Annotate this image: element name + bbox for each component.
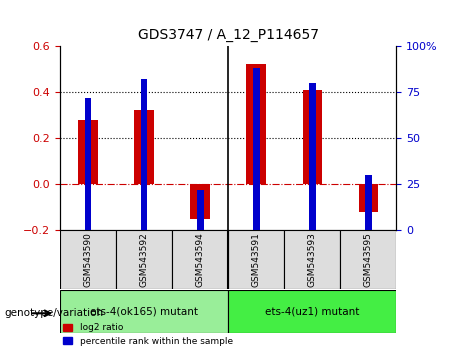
FancyBboxPatch shape bbox=[340, 230, 396, 289]
FancyBboxPatch shape bbox=[228, 230, 284, 289]
Title: GDS3747 / A_12_P114657: GDS3747 / A_12_P114657 bbox=[138, 28, 319, 42]
Text: GSM543595: GSM543595 bbox=[364, 232, 373, 287]
Bar bbox=[253, 68, 260, 230]
Bar bbox=[309, 83, 316, 230]
Bar bbox=[134, 110, 154, 184]
Text: ets-4(ok165) mutant: ets-4(ok165) mutant bbox=[90, 307, 198, 316]
Text: genotype/variation: genotype/variation bbox=[5, 308, 104, 318]
Text: GSM543594: GSM543594 bbox=[195, 232, 205, 287]
FancyBboxPatch shape bbox=[228, 290, 396, 333]
Bar bbox=[78, 120, 98, 184]
Bar bbox=[365, 175, 372, 230]
Text: GSM543590: GSM543590 bbox=[83, 232, 93, 287]
Bar bbox=[359, 184, 378, 212]
Bar bbox=[141, 79, 148, 230]
FancyBboxPatch shape bbox=[284, 230, 340, 289]
Legend: log2 ratio, percentile rank within the sample: log2 ratio, percentile rank within the s… bbox=[60, 320, 236, 349]
Bar bbox=[85, 98, 91, 230]
FancyBboxPatch shape bbox=[60, 290, 228, 333]
Text: ets-4(uz1) mutant: ets-4(uz1) mutant bbox=[265, 307, 360, 316]
Text: GSM543592: GSM543592 bbox=[140, 232, 148, 287]
FancyBboxPatch shape bbox=[172, 230, 228, 289]
Bar bbox=[190, 184, 210, 218]
Bar bbox=[197, 190, 203, 230]
Text: GSM543593: GSM543593 bbox=[308, 232, 317, 287]
Bar bbox=[247, 64, 266, 184]
FancyBboxPatch shape bbox=[60, 230, 116, 289]
Text: GSM543591: GSM543591 bbox=[252, 232, 261, 287]
Bar bbox=[302, 90, 322, 184]
FancyBboxPatch shape bbox=[116, 230, 172, 289]
